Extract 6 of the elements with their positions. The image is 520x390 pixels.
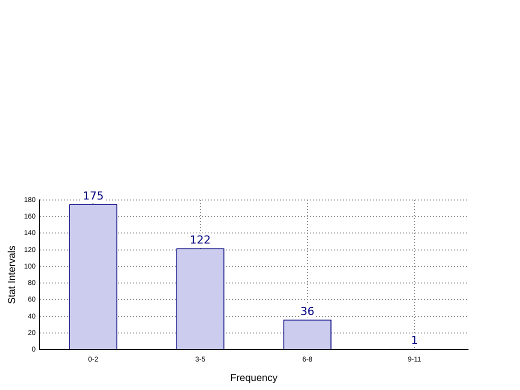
data-label: 1 <box>410 334 418 348</box>
x-axis-title: Frequency <box>230 372 278 384</box>
data-label: 122 <box>190 234 211 247</box>
y-axis-title: Stat Intervals <box>6 246 18 304</box>
data-label: 36 <box>300 305 314 318</box>
data-label: 175 <box>82 190 104 203</box>
